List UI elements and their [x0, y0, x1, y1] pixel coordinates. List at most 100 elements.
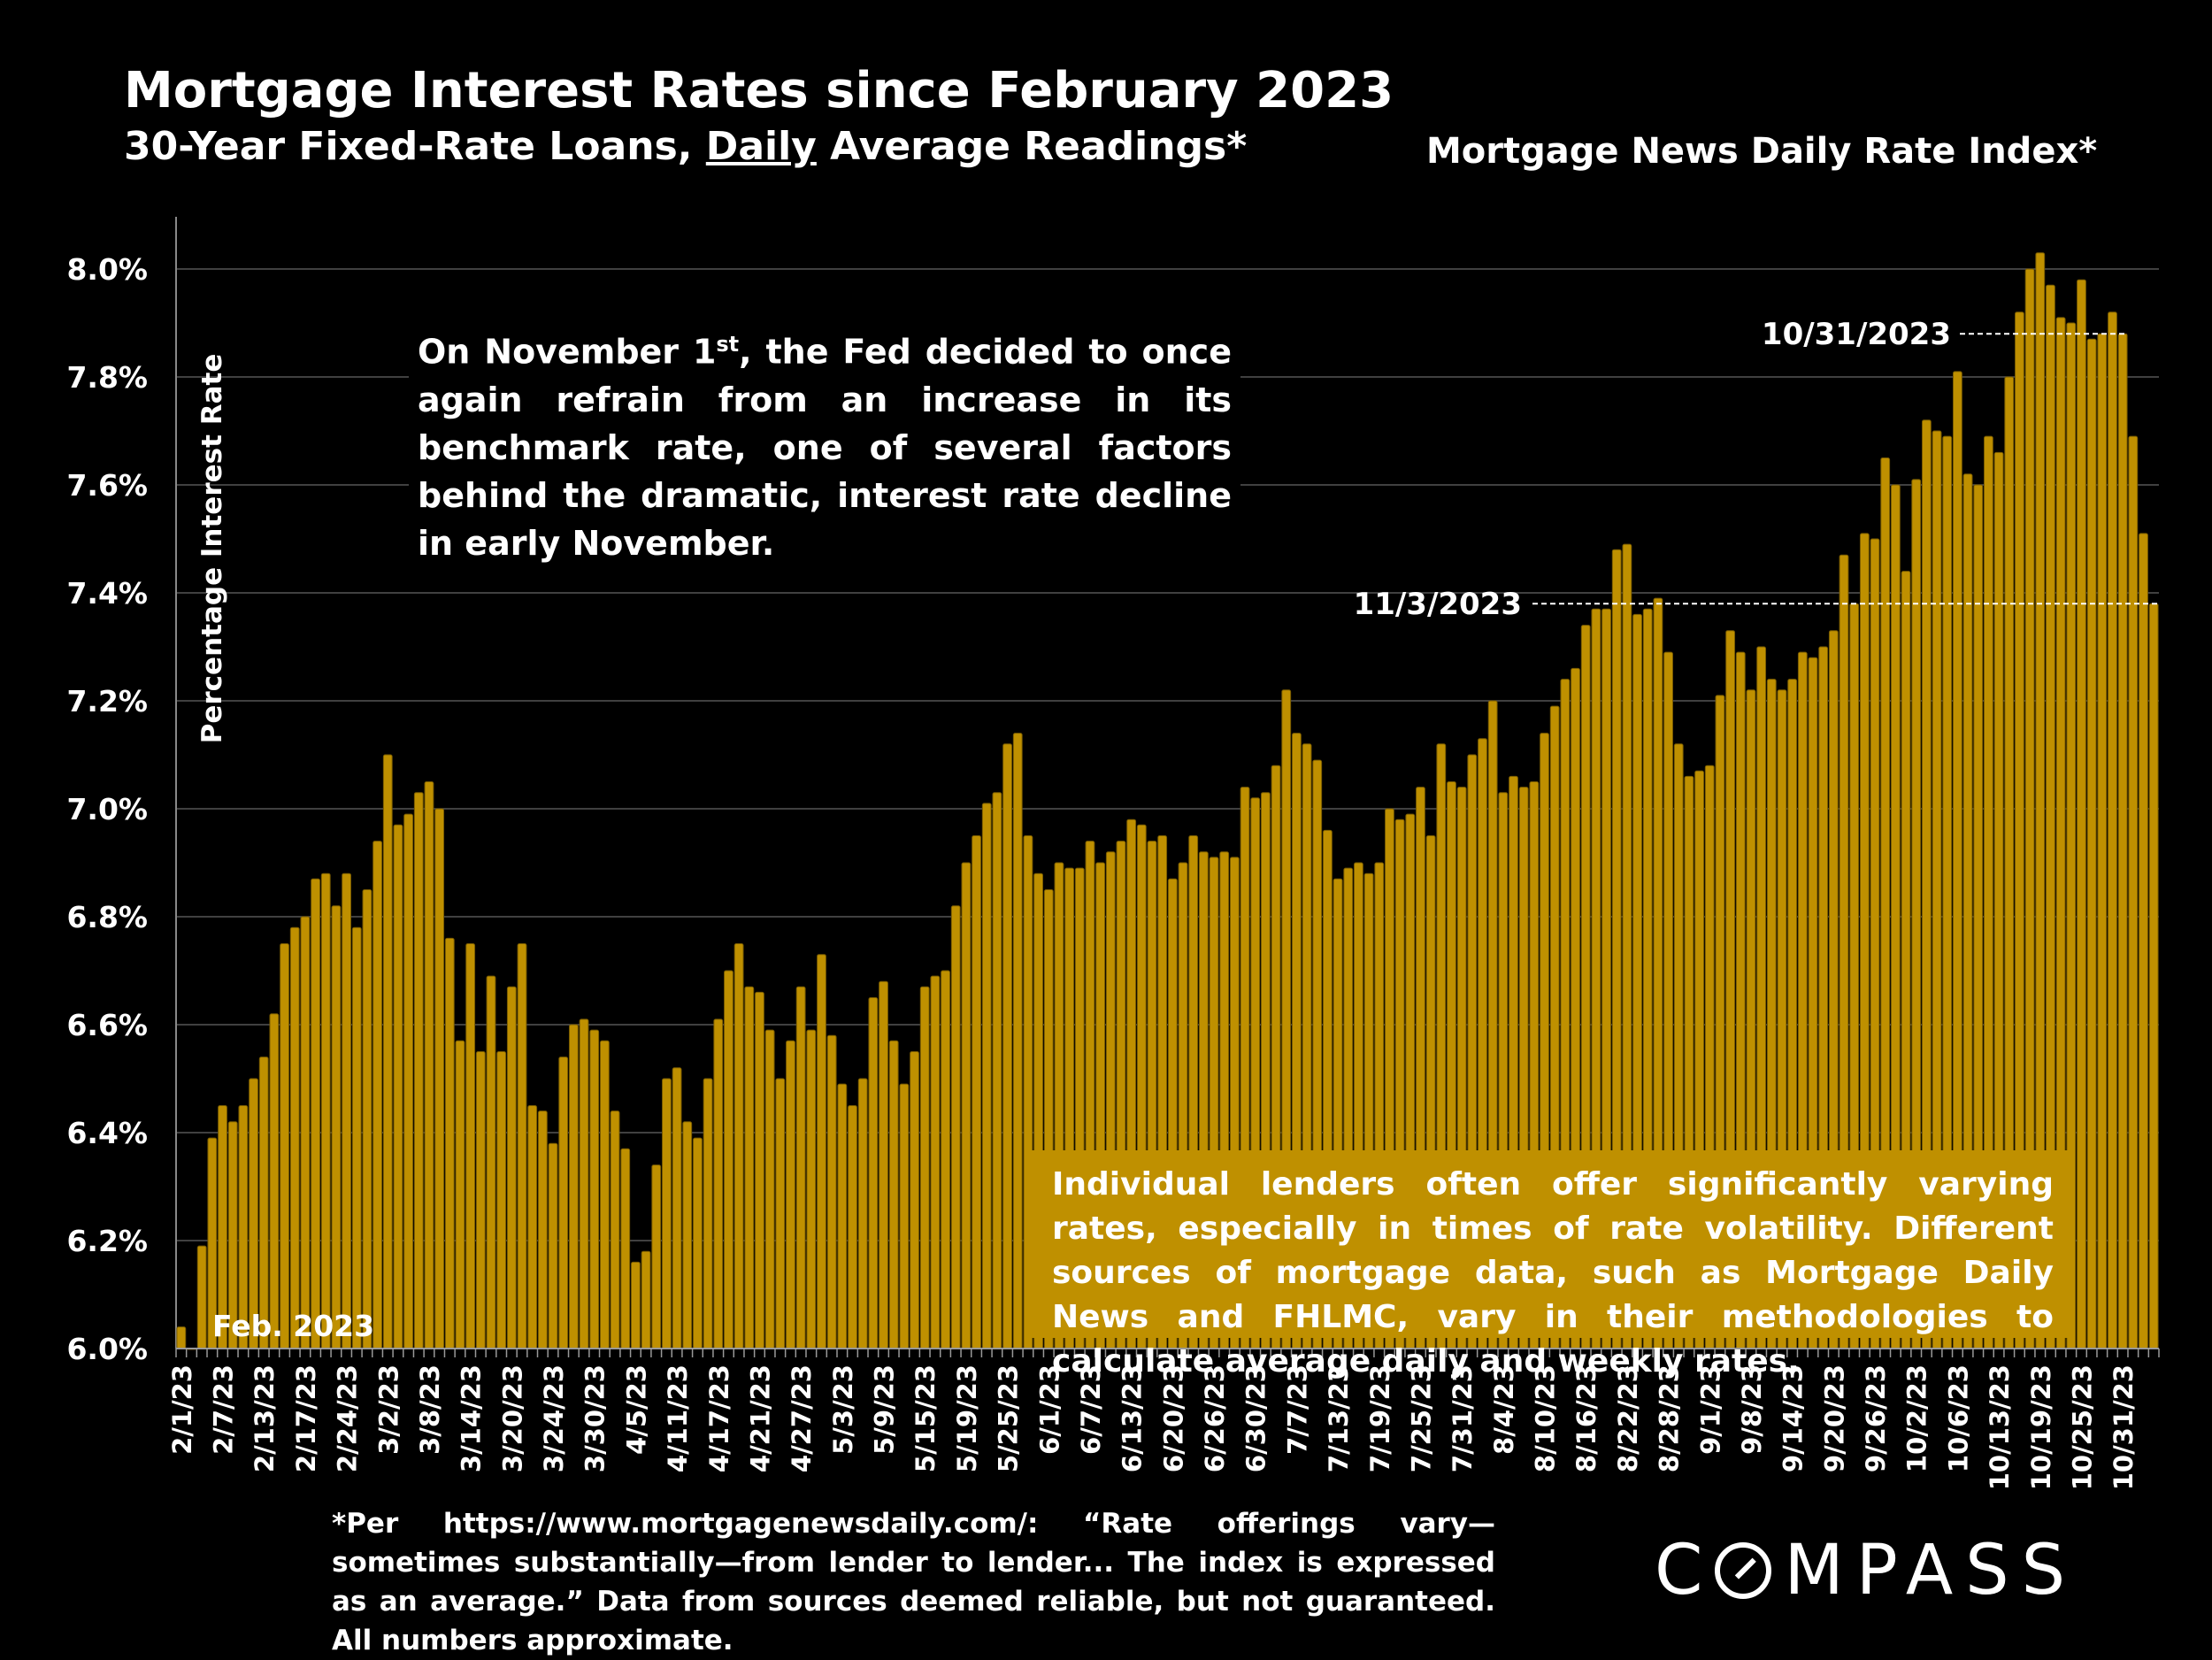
bar — [672, 1067, 682, 1349]
fed-annotation: On November 1st, the Fed decided to once… — [409, 317, 1240, 571]
bar — [950, 905, 961, 1349]
bar — [311, 878, 320, 1349]
bar — [486, 975, 496, 1349]
bar — [817, 954, 826, 1349]
bar — [455, 1040, 465, 1349]
x-tick-label: 6/20/23 — [1158, 1364, 1188, 1472]
bar — [351, 926, 362, 1349]
y-tick-label: 7.0% — [66, 792, 148, 826]
bar — [972, 835, 981, 1349]
bar — [620, 1148, 631, 1349]
bar — [2139, 533, 2148, 1349]
x-tick-label: 3/24/23 — [539, 1364, 569, 1472]
x-tick-label: 8/28/23 — [1655, 1364, 1685, 1472]
bar — [527, 1105, 538, 1349]
x-tick-label: 5/19/23 — [952, 1364, 982, 1472]
bar — [857, 1078, 868, 1349]
bar — [610, 1111, 620, 1349]
bar — [733, 943, 744, 1349]
bar — [424, 781, 434, 1349]
bar — [434, 808, 445, 1349]
x-tick-label: 3/30/23 — [580, 1364, 611, 1472]
bar — [651, 1164, 662, 1349]
x-tick-label: 8/22/23 — [1613, 1364, 1643, 1472]
bar — [280, 943, 289, 1349]
bar — [662, 1078, 672, 1349]
bar — [764, 1029, 775, 1349]
x-tick-label: 6/1/23 — [1034, 1364, 1064, 1455]
bar — [382, 754, 393, 1349]
x-tick-label: 3/14/23 — [457, 1364, 487, 1472]
bar — [961, 862, 972, 1349]
bar — [2117, 333, 2128, 1349]
chart-subtitle: 30-Year Fixed-Rate Loans, Daily Average … — [124, 124, 1247, 169]
x-tick-label: 6/30/23 — [1241, 1364, 1271, 1472]
x-tick-label: 9/1/23 — [1695, 1364, 1725, 1455]
bar — [342, 872, 351, 1349]
x-tick-label: 8/4/23 — [1489, 1364, 1519, 1455]
y-tick-label: 6.4% — [66, 1116, 148, 1150]
x-tick-label: 7/19/23 — [1365, 1364, 1395, 1472]
x-tick-label: 9/26/23 — [1861, 1364, 1891, 1472]
bar — [331, 905, 342, 1349]
bar — [992, 792, 1002, 1349]
bar — [899, 1083, 910, 1349]
bar — [2108, 311, 2117, 1349]
bar — [373, 841, 383, 1349]
bar — [475, 1051, 486, 1349]
y-tick-label: 7.8% — [66, 360, 148, 395]
x-tick-label: 9/14/23 — [1778, 1364, 1809, 1472]
bar — [558, 1057, 569, 1349]
bar — [755, 991, 764, 1349]
source-label: Mortgage News Daily Rate Index* — [1426, 131, 2098, 172]
bar — [724, 970, 733, 1349]
bar — [403, 813, 414, 1349]
x-tick-label: 6/26/23 — [1200, 1364, 1230, 1472]
bar — [465, 943, 476, 1349]
bar — [930, 975, 941, 1349]
x-tick-label: 10/25/23 — [2067, 1364, 2097, 1490]
x-tick-label: 10/19/23 — [2026, 1364, 2056, 1490]
x-tick-label: 10/2/23 — [1902, 1364, 1932, 1472]
bar — [641, 1250, 651, 1349]
x-tick-label: 4/17/23 — [704, 1364, 734, 1472]
bar — [269, 1013, 280, 1349]
bar — [888, 1040, 899, 1349]
bar — [320, 872, 331, 1349]
bar — [413, 792, 424, 1349]
x-tick-label: 7/25/23 — [1406, 1364, 1436, 1472]
bar — [496, 1051, 507, 1349]
bar — [300, 916, 311, 1349]
y-axis-title: Percentage Interest Rate — [196, 354, 228, 744]
x-tick-label: 3/2/23 — [373, 1364, 403, 1455]
x-tick-label: 4/27/23 — [787, 1364, 817, 1472]
bar — [806, 1029, 817, 1349]
bar — [1012, 733, 1023, 1349]
bar — [919, 986, 930, 1349]
x-tick-label: 8/16/23 — [1571, 1364, 1601, 1472]
bar — [1002, 743, 1012, 1349]
bar — [910, 1051, 919, 1349]
subtitle-post: Average Readings* — [816, 124, 1248, 169]
bar — [289, 926, 300, 1349]
bar — [868, 997, 879, 1349]
bar — [693, 1137, 703, 1349]
bar — [941, 970, 950, 1349]
x-tick-label: 5/15/23 — [910, 1364, 941, 1472]
y-tick-label: 7.6% — [66, 468, 148, 503]
y-tick-label: 8.0% — [66, 252, 148, 287]
bar — [703, 1078, 713, 1349]
footnote: *Per https://www.mortgagenewsdaily.com/:… — [332, 1508, 1495, 1656]
bar — [713, 1018, 724, 1349]
annotation-11-3-2023: 11/3/2023 — [1354, 587, 1522, 622]
bar — [579, 1018, 589, 1349]
x-tick-label: 7/13/23 — [1324, 1364, 1354, 1472]
x-tick-label: 9/8/23 — [1737, 1364, 1767, 1455]
compass-logo: C MPASS — [1655, 1531, 2078, 1610]
x-tick-label: 2/17/23 — [291, 1364, 321, 1472]
x-tick-label: 7/31/23 — [1448, 1364, 1478, 1472]
x-tick-label: 10/13/23 — [1985, 1364, 2015, 1490]
fed-annotation-sup: st — [716, 332, 740, 357]
annotation-feb-2023: Feb. 2023 — [212, 1309, 374, 1343]
